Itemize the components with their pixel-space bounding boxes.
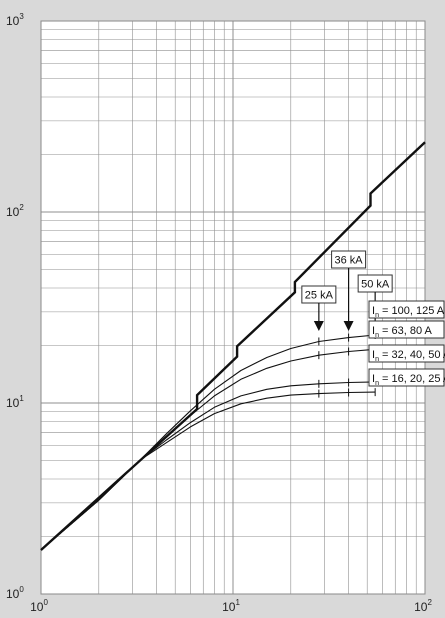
marker-36-ka: 36 kA: [331, 250, 367, 331]
grid: [41, 21, 425, 594]
series-label-3: In = 32, 40, 50 A: [368, 344, 445, 363]
series-label-2: In = 63, 80 A: [368, 320, 445, 339]
y-tick-label: 100: [6, 585, 24, 601]
marker-arrow-head: [343, 320, 354, 331]
x-axis-ticks: 100 101 102: [30, 598, 432, 614]
marker-label: 25 kA: [305, 290, 334, 302]
series-label-text: In = 63, 80 A: [372, 325, 433, 339]
x-tick-label: 101: [222, 598, 240, 614]
series-label-1: In = 100, 125 A: [368, 300, 445, 319]
series-label-box: [368, 300, 445, 319]
envelope-curve: [40, 141, 426, 551]
series-label-box: [368, 344, 445, 363]
series-label-4: In = 16, 20, 25 A: [368, 368, 445, 387]
y-tick-label: 102: [6, 203, 24, 219]
series-label-text: In = 16, 20, 25 A: [372, 373, 445, 387]
y-axis-ticks: 100 101 102 103: [6, 12, 24, 601]
x-tick-label: 100: [30, 598, 48, 614]
series-label-text: In = 32, 40, 50 A: [372, 349, 445, 363]
series-label-box: [368, 368, 445, 387]
y-tick-label: 101: [6, 394, 24, 410]
series-label-box: [368, 320, 445, 339]
marker-label: 50 kA: [361, 279, 390, 291]
y-tick-label: 103: [6, 12, 24, 28]
envelope-line: [40, 141, 426, 551]
series-label-text: In = 100, 125 A: [372, 305, 445, 319]
marker-label: 36 kA: [335, 255, 364, 267]
marker-arrow-head: [313, 320, 324, 331]
breaking-capacity-markers: 25 kA 36 kA 50 kA: [301, 250, 393, 331]
marker-25-ka: 25 kA: [301, 285, 337, 331]
series-labels: In = 100, 125 A In = 63, 80 A In = 32, 40,…: [368, 300, 445, 387]
x-tick-label: 102: [414, 598, 432, 614]
